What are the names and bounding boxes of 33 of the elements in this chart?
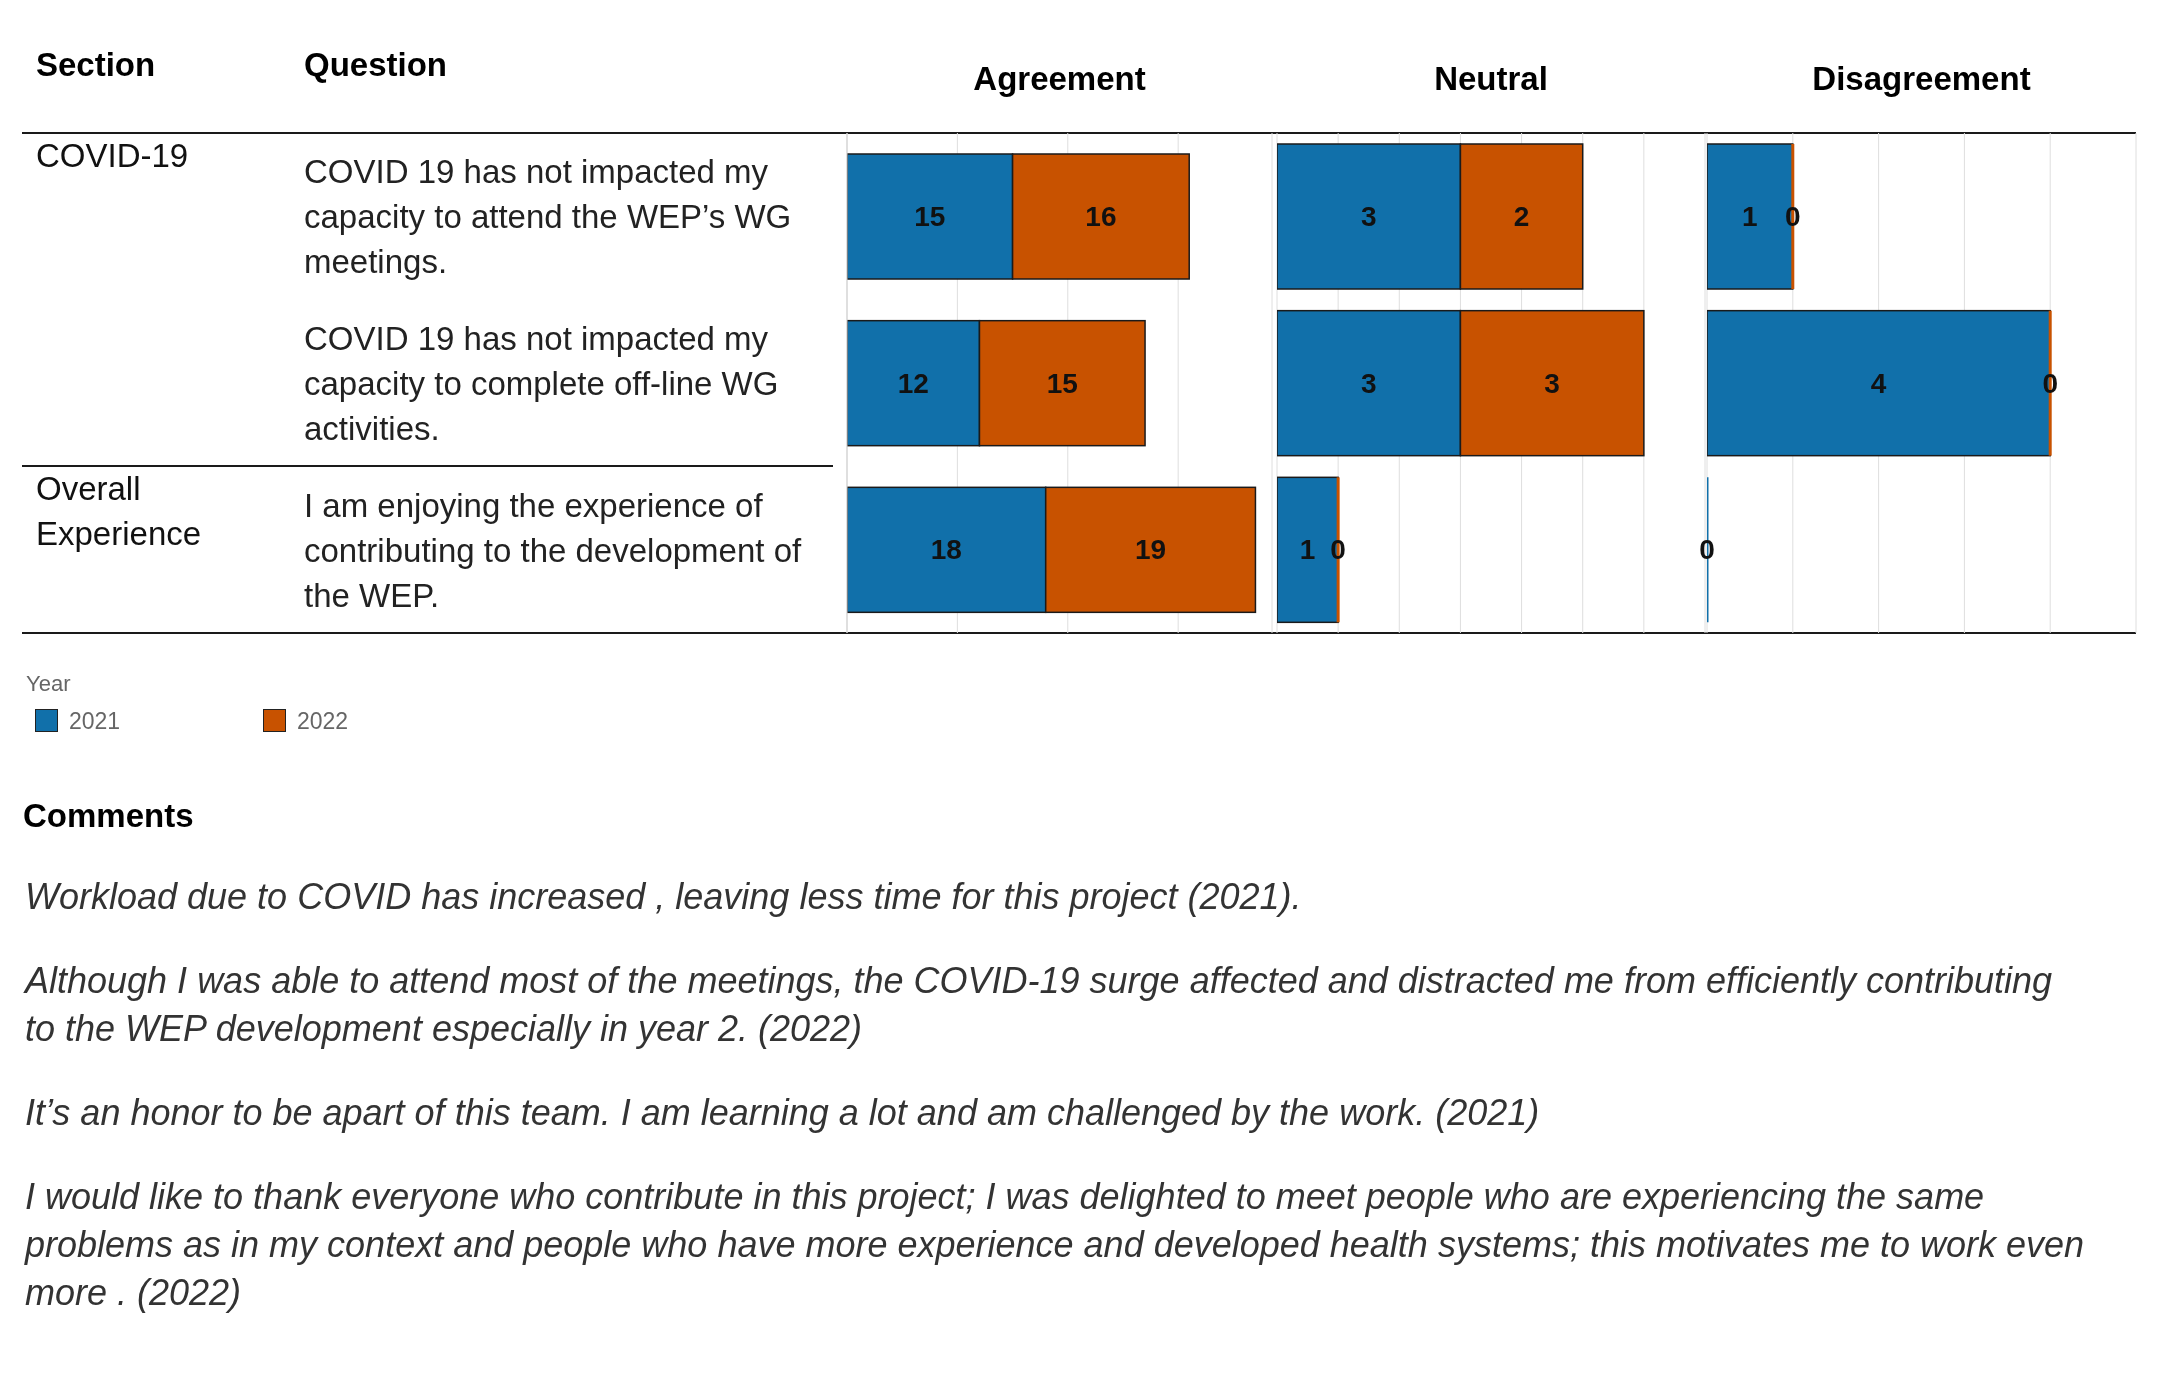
text: Comments [23, 796, 194, 836]
data-label: 3 [1544, 367, 1560, 399]
y-tick-label: COVID 19 has not impacted my capacity to complete off-line WG activities. [304, 319, 779, 447]
legend-label: 2021 [69, 707, 121, 735]
text: Workload due to COVID has increased , leaving less time for this project (2021). [25, 875, 1302, 919]
text: Overall Experience [36, 469, 202, 555]
data-label: 15 [1046, 367, 1078, 399]
y-tick-label: I am enjoying the experience of contributing to the development of the WEP. [304, 486, 802, 614]
y-tick-label: COVID 19 has not impacted my capacity to attend the WEP’s WG meetings. [304, 152, 792, 280]
data-label: 3 [1360, 367, 1377, 399]
data-label: 3 [1360, 201, 1377, 232]
text: I would like to thank everyone who contribute in this project; I was delighted to meet people who are experiencing the same problems as in my context and people who have more experience and developed health systems; this motivates me to work even more . (2022) [25, 1175, 2085, 1315]
data-label: 0 [1785, 201, 1801, 232]
data-label: 2 [1513, 201, 1530, 232]
data-label: 19 [1134, 534, 1167, 566]
data-label: 16 [1085, 201, 1117, 232]
legend-label: 2022 [297, 707, 349, 735]
data-label: 15 [914, 201, 946, 232]
data-label: 4 [1870, 367, 1887, 399]
legend-title: Year [26, 671, 71, 697]
text: It’s an honor to be apart of this team. I am learning a lot and am challenged by the work. (2021) [25, 1091, 1540, 1135]
text: COVID-19 [36, 136, 189, 176]
data-label: 0 [1330, 534, 1346, 566]
text: Question [304, 45, 448, 85]
data-label: 18 [930, 534, 962, 566]
data-label: 0 [2042, 367, 2058, 399]
data-label: 1 [1742, 201, 1758, 232]
data-label: 1 [1299, 534, 1316, 566]
text: Section [36, 45, 156, 85]
data-label: 12 [897, 367, 929, 399]
chart-title: Disagreement [1812, 59, 2031, 99]
text: Although I was able to attend most of the meetings, the COVID-19 surge affected and distracted me from efficiently contributing to the WEP development especially in year 2. (2022) [25, 959, 2053, 1051]
chart-title: Agreement [973, 59, 1146, 99]
